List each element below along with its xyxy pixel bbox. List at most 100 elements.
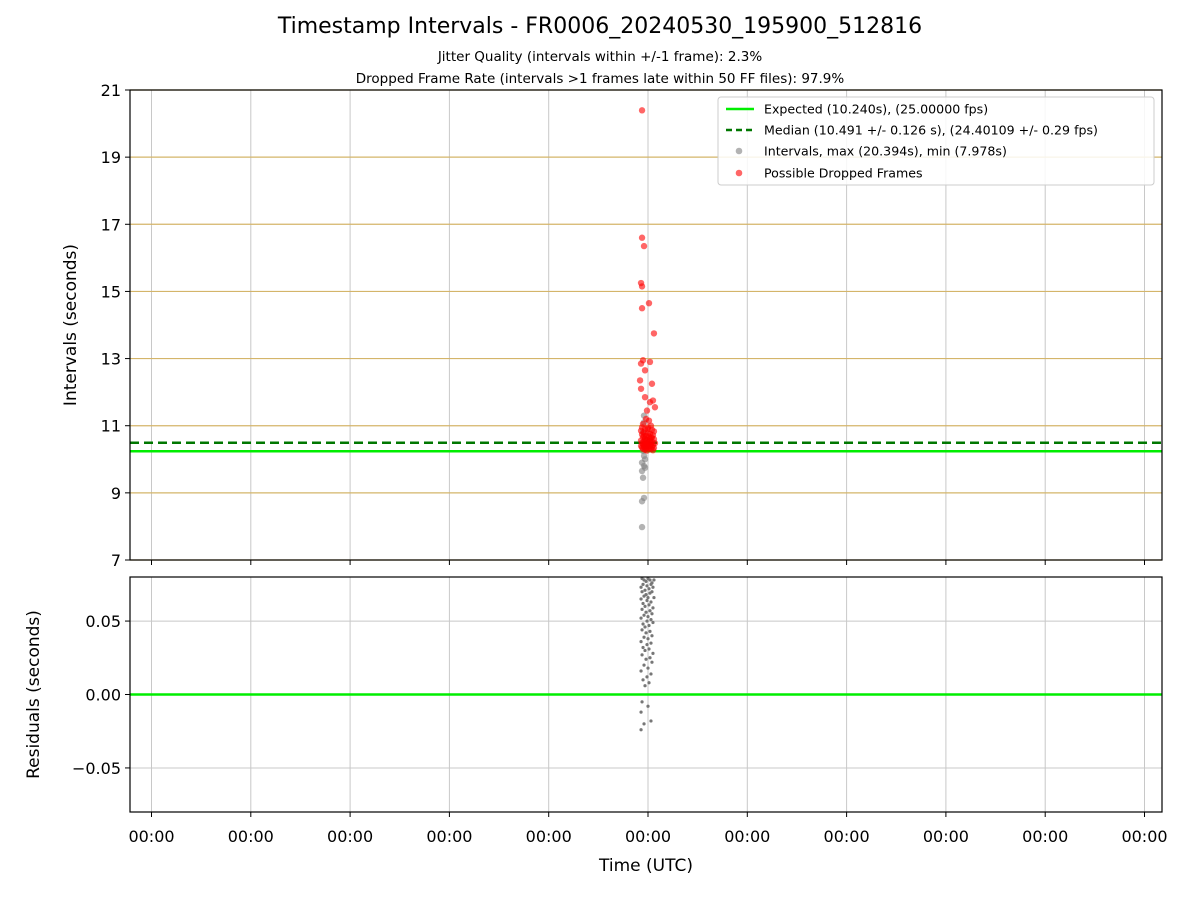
residual-point — [649, 719, 653, 723]
residual-point — [639, 616, 643, 620]
top-y-tick-label: 17 — [101, 215, 121, 234]
dropped-frame-point — [646, 358, 654, 366]
residual-point — [651, 651, 655, 655]
legend-dropped-swatch — [735, 169, 743, 177]
x-tick-label: 00:00 — [526, 827, 572, 846]
residual-point — [644, 657, 648, 661]
bottom-y-axis: 0.05 0.00 −0.05 — [72, 612, 130, 778]
residual-point — [639, 585, 643, 589]
residuals-scatter — [639, 576, 656, 732]
residual-point — [644, 631, 648, 635]
residual-point — [640, 700, 644, 704]
residual-point — [651, 606, 655, 610]
dropped-frame-point — [642, 437, 650, 445]
dropped-frame-point — [638, 424, 646, 431]
bottom-y-tick-label: 0.05 — [85, 612, 121, 631]
dropped-frame-point — [638, 234, 646, 241]
interval-point — [639, 474, 647, 481]
residual-point — [645, 619, 649, 623]
residual-point — [648, 656, 652, 660]
dropped-frame-point — [643, 407, 651, 414]
residual-point — [651, 620, 655, 625]
top-y-tick-label: 15 — [101, 282, 121, 301]
residual-point — [649, 672, 653, 676]
residual-point — [643, 684, 647, 688]
residual-point — [646, 615, 650, 619]
residual-point — [646, 704, 650, 708]
residual-point — [650, 590, 654, 594]
residual-point — [640, 653, 644, 657]
residual-point — [643, 588, 647, 592]
residual-point — [648, 609, 652, 613]
legend-box — [717, 96, 1155, 186]
x-tick-label: 00:00 — [824, 827, 870, 846]
dropped-frame-point — [649, 397, 657, 404]
chart-subtitle-jitter: Jitter Quality (intervals within +/-1 fr… — [437, 49, 763, 65]
x-tick-label: 00:00 — [625, 827, 671, 846]
x-axis-label: Time (UTC) — [598, 856, 693, 876]
interval-point — [638, 467, 646, 475]
residual-point — [642, 722, 646, 726]
dropped-frame-point — [648, 434, 656, 441]
residual-point — [642, 613, 646, 617]
top-y-axis-label: Intervals (seconds) — [61, 244, 81, 406]
residual-point — [641, 582, 645, 586]
x-tick-label: 00:00 — [327, 827, 373, 846]
top-y-tick-label: 21 — [101, 81, 121, 100]
x-tick-label: 00:00 — [1121, 827, 1167, 846]
bottom-y-axis-label: Residuals (seconds) — [24, 610, 44, 779]
residual-point — [642, 663, 646, 667]
residual-point — [639, 710, 643, 714]
residual-point — [649, 617, 653, 622]
residual-point — [639, 597, 643, 601]
dropped-frame-point — [640, 242, 648, 250]
bottom-y-tick-label: −0.05 — [72, 759, 121, 778]
residual-point — [647, 681, 651, 685]
residual-point — [643, 648, 647, 653]
chart-subtitle-dropped: Dropped Frame Rate (intervals >1 frames … — [355, 71, 845, 87]
dropped-frame-point — [636, 377, 644, 384]
residual-point — [644, 579, 648, 584]
dropped-frame-point — [651, 404, 659, 411]
dropped-frame-point — [638, 107, 646, 114]
residual-point — [639, 669, 643, 673]
residual-point — [645, 598, 649, 603]
residual-point — [639, 640, 643, 644]
legend: Expected (10.240s), (25.00000 fps) Media… — [717, 96, 1155, 186]
intervals-scatter — [636, 107, 659, 531]
residual-point — [640, 628, 644, 632]
residual-point — [641, 678, 645, 682]
top-y-tick-label: 9 — [111, 484, 121, 503]
residual-point — [646, 595, 650, 600]
dropped-frame-point — [649, 447, 657, 454]
residual-point — [641, 601, 645, 606]
bottom-y-tick-label: 0.00 — [85, 686, 121, 705]
residual-point — [641, 645, 645, 650]
legend-median-label: Median (10.491 +/- 0.126 s), (24.40109 +… — [764, 123, 1098, 138]
residual-point — [648, 578, 652, 582]
legend-intervals-swatch — [735, 147, 743, 155]
top-y-tick-label: 13 — [101, 350, 121, 369]
residual-point — [649, 600, 653, 604]
dropped-frame-point — [648, 380, 656, 387]
residual-point — [647, 603, 651, 607]
legend-dropped-label: Possible Dropped Frames — [764, 166, 923, 181]
residual-point — [651, 585, 655, 589]
x-tick-label: 00:00 — [1022, 827, 1068, 846]
residual-point — [652, 595, 656, 600]
residual-point — [644, 610, 648, 614]
residual-point — [642, 635, 646, 639]
dropped-frame-point — [645, 417, 653, 424]
x-tick-label: 00:00 — [128, 827, 174, 846]
residual-point — [640, 590, 644, 594]
residual-point — [650, 634, 654, 638]
residual-point — [650, 660, 654, 664]
top-panel-frame — [129, 89, 1163, 561]
dropped-frame-point — [650, 330, 658, 337]
dropped-frame-point — [645, 299, 653, 307]
x-tick-label: 00:00 — [426, 827, 472, 846]
x-axis-ticks: 00:00 00:00 00:00 00:00 00:00 00:00 00:00 00:00… — [128, 812, 1168, 846]
dropped-frame-point — [640, 432, 648, 439]
residual-point — [647, 647, 651, 651]
